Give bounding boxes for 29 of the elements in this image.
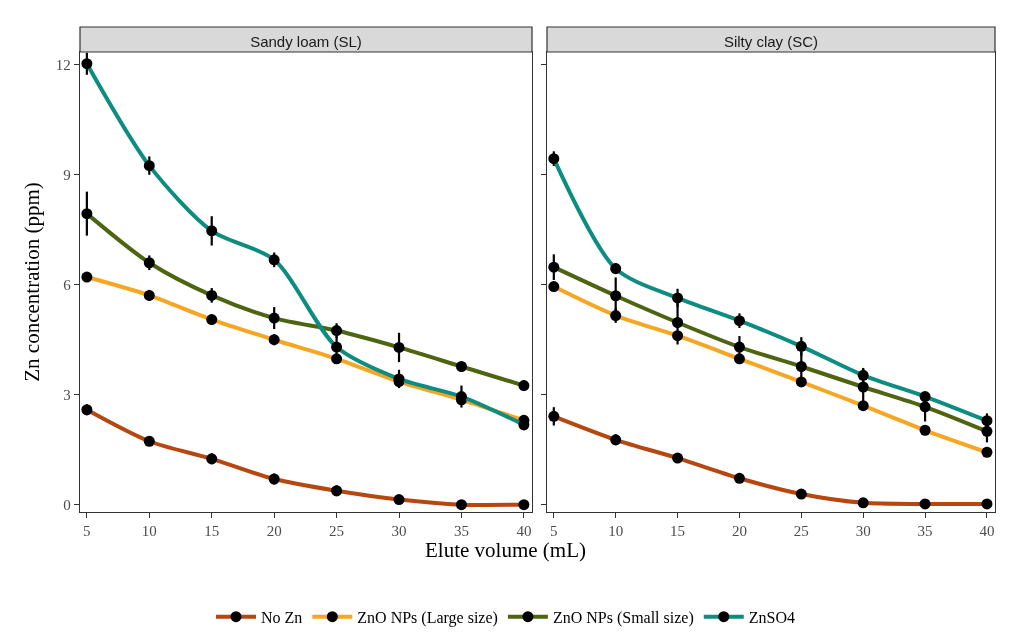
legend-label: ZnSO4	[748, 608, 795, 626]
x-tick-label: 10	[608, 523, 624, 540]
x-tick-label: 25	[329, 523, 345, 540]
x-tick-label: 20	[266, 523, 282, 540]
x-tick-label: 25	[793, 523, 809, 540]
y-tick-label: 6	[63, 277, 72, 293]
x-tick-label: 5	[83, 523, 91, 540]
x-tick-label: 30	[391, 523, 407, 540]
chart-title: Silty clay (SC)	[723, 33, 819, 50]
x-tick-label: 30	[855, 523, 871, 540]
x-tick-label: 35	[917, 523, 933, 540]
x-tick-label: 5	[550, 523, 558, 540]
x-tick-label: 15	[204, 523, 220, 540]
y-tick-label: 3	[63, 386, 71, 403]
chart-title: Sandy loam (SL)	[250, 33, 362, 50]
y-tick-label: 0	[63, 496, 71, 513]
x-tick-label: 20	[731, 523, 747, 540]
y-axis-title: Zn concentration (ppm)	[20, 182, 45, 382]
x-tick-label: 40	[516, 523, 532, 540]
x-tick-label: 10	[141, 523, 157, 540]
legend-label: No Zn	[261, 608, 303, 626]
legend-label: ZnO NPs (Large size)	[357, 608, 498, 627]
x-tick-label: 15	[670, 523, 686, 540]
legend-label: ZnO NPs (Small size)	[552, 608, 694, 627]
x-axis-title: Elute volume (mL)	[424, 538, 587, 563]
y-tick-label: 12	[55, 57, 71, 74]
x-tick-label: 35	[453, 523, 469, 540]
y-tick-label: 9	[63, 167, 71, 184]
x-tick-label: 40	[979, 523, 995, 540]
